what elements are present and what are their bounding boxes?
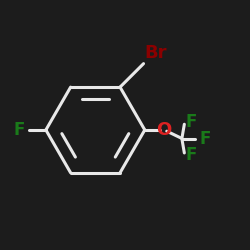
Text: F: F [14, 121, 25, 139]
Text: Br: Br [145, 44, 167, 62]
Text: F: F [186, 146, 197, 164]
Text: O: O [156, 121, 171, 139]
Text: F: F [186, 113, 197, 131]
Text: F: F [199, 130, 210, 148]
